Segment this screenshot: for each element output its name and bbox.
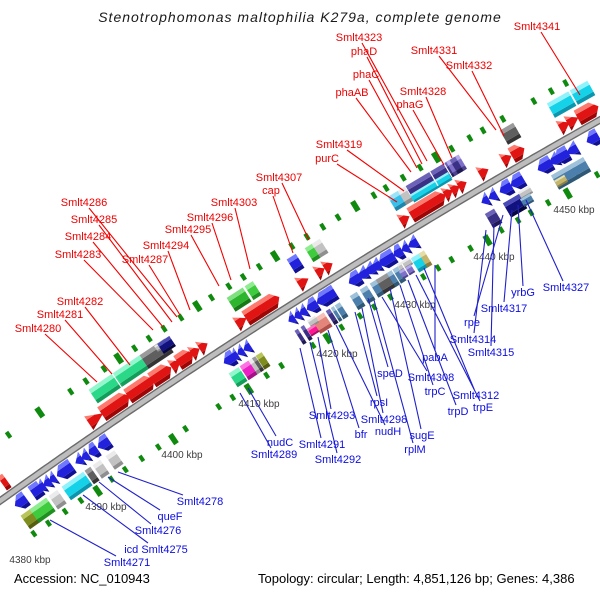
svg-text:Smlt4319: Smlt4319 (316, 139, 362, 151)
svg-text:Topology: circular; Length: 4,: Topology: circular; Length: 4,851,126 bp… (258, 571, 575, 586)
svg-text:speD: speD (377, 368, 403, 380)
svg-text:pabA: pabA (422, 352, 448, 364)
svg-text:Smlt4281: Smlt4281 (37, 309, 83, 321)
svg-text:4390 kbp: 4390 kbp (85, 502, 127, 513)
svg-text:Smlt4282: Smlt4282 (57, 296, 103, 308)
svg-text:rplM: rplM (404, 444, 425, 456)
svg-text:Smlt4323: Smlt4323 (336, 32, 382, 44)
svg-text:Smlt4276: Smlt4276 (135, 525, 181, 537)
svg-text:Smlt4278: Smlt4278 (177, 496, 223, 508)
svg-text:nudH: nudH (375, 426, 401, 438)
svg-text:Stenotrophomonas maltophilia K: Stenotrophomonas maltophilia K279a, comp… (98, 9, 502, 25)
svg-text:4440 kbp: 4440 kbp (473, 252, 515, 263)
svg-text:Smlt4289: Smlt4289 (251, 449, 297, 461)
svg-text:Smlt4307: Smlt4307 (256, 172, 302, 184)
svg-text:Smlt4292: Smlt4292 (315, 454, 361, 466)
svg-text:4420 kbp: 4420 kbp (316, 349, 358, 360)
svg-text:phaC: phaC (353, 69, 379, 81)
svg-text:rpe: rpe (464, 317, 480, 329)
svg-text:Smlt4294: Smlt4294 (143, 240, 189, 252)
svg-text:Smlt4284: Smlt4284 (65, 231, 111, 243)
svg-text:Smlt4271: Smlt4271 (104, 557, 150, 569)
svg-text:4410 kbp: 4410 kbp (238, 399, 280, 410)
svg-text:4380 kbp: 4380 kbp (9, 555, 51, 566)
svg-text:rpsI: rpsI (370, 397, 388, 409)
svg-text:cap: cap (262, 185, 280, 197)
svg-text:icd Smlt4275: icd Smlt4275 (124, 544, 188, 556)
svg-text:Smlt4295: Smlt4295 (165, 224, 211, 236)
svg-text:queF: queF (157, 511, 182, 523)
svg-text:Smlt4283: Smlt4283 (55, 249, 101, 261)
svg-text:Smlt4317: Smlt4317 (481, 303, 527, 315)
svg-text:trpD: trpD (448, 406, 469, 418)
svg-text:Smlt4293: Smlt4293 (309, 410, 355, 422)
svg-text:Smlt4332: Smlt4332 (446, 60, 492, 72)
svg-text:Smlt4315: Smlt4315 (468, 347, 514, 359)
svg-text:Smlt4308: Smlt4308 (408, 372, 454, 384)
svg-text:bfr: bfr (355, 429, 368, 441)
svg-text:Smlt4287: Smlt4287 (122, 254, 168, 266)
svg-text:Smlt4298: Smlt4298 (361, 414, 407, 426)
svg-text:Smlt4303: Smlt4303 (211, 197, 257, 209)
svg-text:purC: purC (315, 153, 339, 165)
svg-text:4450 kbp: 4450 kbp (553, 205, 595, 216)
svg-text:Smlt4312: Smlt4312 (453, 390, 499, 402)
svg-text:Smlt4296: Smlt4296 (187, 212, 233, 224)
svg-text:Smlt4314: Smlt4314 (450, 334, 496, 346)
svg-text:4400 kbp: 4400 kbp (161, 450, 203, 461)
svg-text:phaD: phaD (351, 46, 377, 58)
svg-text:Smlt4331: Smlt4331 (411, 45, 457, 57)
svg-text:trpE: trpE (473, 402, 493, 414)
svg-text:Smlt4291: Smlt4291 (299, 439, 345, 451)
svg-text:yrbG: yrbG (511, 287, 535, 299)
svg-text:Smlt4327: Smlt4327 (543, 282, 589, 294)
svg-text:phaAB: phaAB (335, 87, 368, 99)
svg-text:trpC: trpC (425, 386, 446, 398)
svg-text:4430 kbp: 4430 kbp (394, 300, 436, 311)
svg-text:Smlt4286: Smlt4286 (61, 197, 107, 209)
svg-text:sugE: sugE (409, 430, 434, 442)
svg-text:Smlt4285: Smlt4285 (71, 214, 117, 226)
svg-text:Accession: NC_010943: Accession: NC_010943 (14, 571, 150, 586)
svg-text:Smlt4328: Smlt4328 (400, 86, 446, 98)
svg-text:nudC: nudC (267, 437, 293, 449)
svg-text:Smlt4341: Smlt4341 (514, 21, 560, 33)
svg-text:Smlt4280: Smlt4280 (15, 323, 61, 335)
svg-text:phaG: phaG (397, 99, 424, 111)
